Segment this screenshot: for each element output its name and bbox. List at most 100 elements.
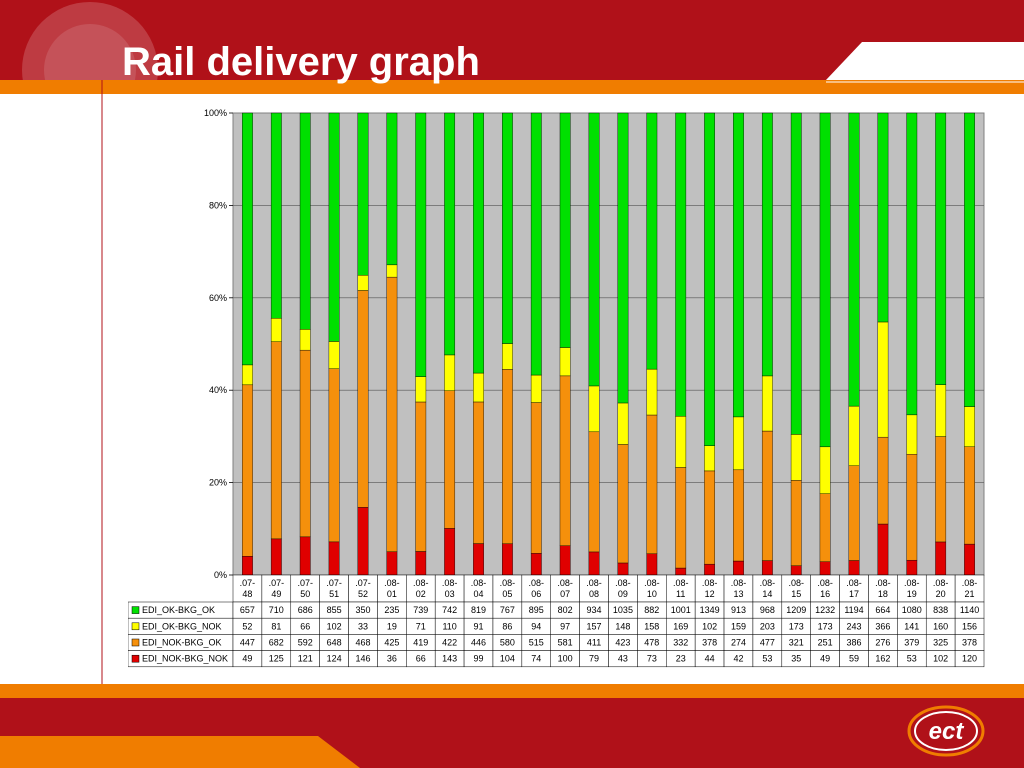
bar-segment-edi-nok-bkg-nok [761, 560, 773, 576]
bar-segment-edi-nok-bkg-ok [242, 384, 253, 557]
category-label-line2: 03 [445, 589, 455, 599]
data-value: 819 [471, 605, 486, 615]
data-value: 447 [240, 638, 255, 648]
bar-segment-edi-ok-bkg-ok [733, 112, 744, 418]
category-label-line1: .08- [586, 578, 602, 588]
data-value: 657 [240, 605, 255, 615]
data-value: 143 [442, 654, 457, 664]
data-value: 110 [442, 621, 456, 631]
bar-segment-edi-nok-bkg-ok [790, 480, 802, 566]
category-label-line1: .08- [731, 578, 747, 588]
data-value: 74 [531, 654, 541, 664]
category-label-line2: 04 [474, 589, 484, 599]
data-value: 73 [647, 654, 657, 664]
bar-segment-edi-ok-bkg-ok [559, 112, 571, 348]
category-cell [348, 574, 378, 603]
category-cell [897, 574, 927, 603]
category-label-line1: .07- [297, 578, 313, 588]
data-value: 423 [615, 638, 630, 648]
category-cell [550, 574, 580, 603]
bar-segment-edi-ok-bkg-nok [386, 264, 398, 278]
data-value: 100 [558, 654, 573, 664]
data-value: 49 [242, 654, 252, 664]
data-value: 44 [705, 654, 715, 664]
bar-segment-edi-nok-bkg-ok [848, 465, 860, 561]
bar-segment-edi-nok-bkg-nok [646, 553, 658, 576]
data-value: 332 [673, 638, 688, 648]
bar-segment-edi-nok-bkg-ok [877, 436, 889, 525]
category-label-line2: 09 [618, 589, 628, 599]
data-value: 882 [644, 605, 659, 615]
data-value: 243 [847, 621, 862, 631]
data-value: 156 [962, 621, 977, 631]
data-value: 664 [875, 605, 890, 615]
logo-text: ect [929, 718, 965, 745]
bar-segment-edi-ok-bkg-nok [588, 385, 600, 433]
bar-segment-edi-ok-bkg-ok [588, 112, 600, 387]
data-cell [954, 650, 985, 668]
bar-segment-edi-ok-bkg-nok [415, 376, 427, 403]
header-circle-decoration [22, 2, 158, 138]
data-value: 159 [731, 621, 746, 631]
data-value: 97 [560, 621, 570, 631]
data-value: 146 [355, 654, 370, 664]
bar-segment-edi-ok-bkg-ok [502, 112, 513, 344]
data-value: 378 [702, 638, 717, 648]
bar-segment-edi-ok-bkg-ok [357, 112, 369, 276]
bar-segment-edi-nok-bkg-nok [935, 541, 947, 576]
bar-segment-edi-ok-bkg-ok [675, 112, 687, 417]
data-value: 36 [387, 654, 397, 664]
data-value: 581 [558, 638, 573, 648]
data-value: 251 [818, 638, 833, 648]
data-value: 49 [820, 654, 830, 664]
bar-segment-edi-nok-bkg-nok [357, 507, 369, 576]
category-label-line2: 02 [416, 589, 426, 599]
data-value: 379 [904, 638, 919, 648]
bar-segment-edi-nok-bkg-ok [733, 469, 744, 562]
bar-segment-edi-nok-bkg-ok [270, 341, 282, 540]
footer-orange-band [0, 684, 1024, 698]
category-label-line1: .08- [846, 578, 862, 588]
data-value: 895 [529, 605, 544, 615]
bar-segment-edi-ok-bkg-nok [877, 321, 889, 438]
category-label-line1: .08- [904, 578, 920, 588]
bar-segment-edi-nok-bkg-nok [299, 536, 311, 576]
data-value: 648 [327, 638, 342, 648]
category-label-line1: .08- [471, 578, 487, 588]
bar-segment-edi-nok-bkg-nok [704, 563, 715, 576]
data-value: 1209 [786, 605, 806, 615]
category-label-line1: .08- [933, 578, 949, 588]
legend-entry: EDI_OK-BKG_NOK [142, 621, 222, 631]
data-value: 742 [442, 605, 457, 615]
data-value: 913 [731, 605, 746, 615]
data-value: 1232 [815, 605, 835, 615]
data-value: 169 [673, 621, 688, 631]
legend-swatch [131, 606, 140, 614]
category-label-line1: .08- [702, 578, 718, 588]
category-label-line1: .08- [875, 578, 891, 588]
category-label-line1: .07- [326, 578, 342, 588]
bar-segment-edi-nok-bkg-ok [761, 430, 773, 561]
data-value: 43 [618, 654, 628, 664]
bar-segment-edi-ok-bkg-ok [848, 112, 860, 407]
bar-segment-edi-nok-bkg-nok [617, 562, 629, 576]
bar-segment-edi-ok-bkg-nok [819, 446, 831, 494]
data-value: 1349 [700, 605, 720, 615]
category-label-line1: .08- [500, 578, 516, 588]
category-label-line2: 18 [878, 589, 888, 599]
bar-segment-edi-nok-bkg-nok [415, 551, 427, 576]
bar-segment-edi-ok-bkg-ok [617, 112, 629, 404]
category-label-line1: .08- [817, 578, 833, 588]
data-value: 66 [300, 621, 310, 631]
data-value: 386 [847, 638, 862, 648]
data-value: 968 [760, 605, 775, 615]
bar-segment-edi-ok-bkg-nok [906, 414, 918, 455]
bar-segment-edi-nok-bkg-ok [357, 290, 369, 508]
slide-title: Rail delivery graph [122, 40, 480, 84]
bar-segment-edi-nok-bkg-ok [675, 467, 687, 569]
bar-segment-edi-ok-bkg-ok [444, 112, 456, 356]
bar-segment-edi-ok-bkg-nok [473, 372, 484, 403]
bar-segment-edi-nok-bkg-ok [588, 431, 600, 553]
bar-segment-edi-nok-bkg-ok [559, 375, 571, 546]
data-value: 468 [355, 638, 370, 648]
